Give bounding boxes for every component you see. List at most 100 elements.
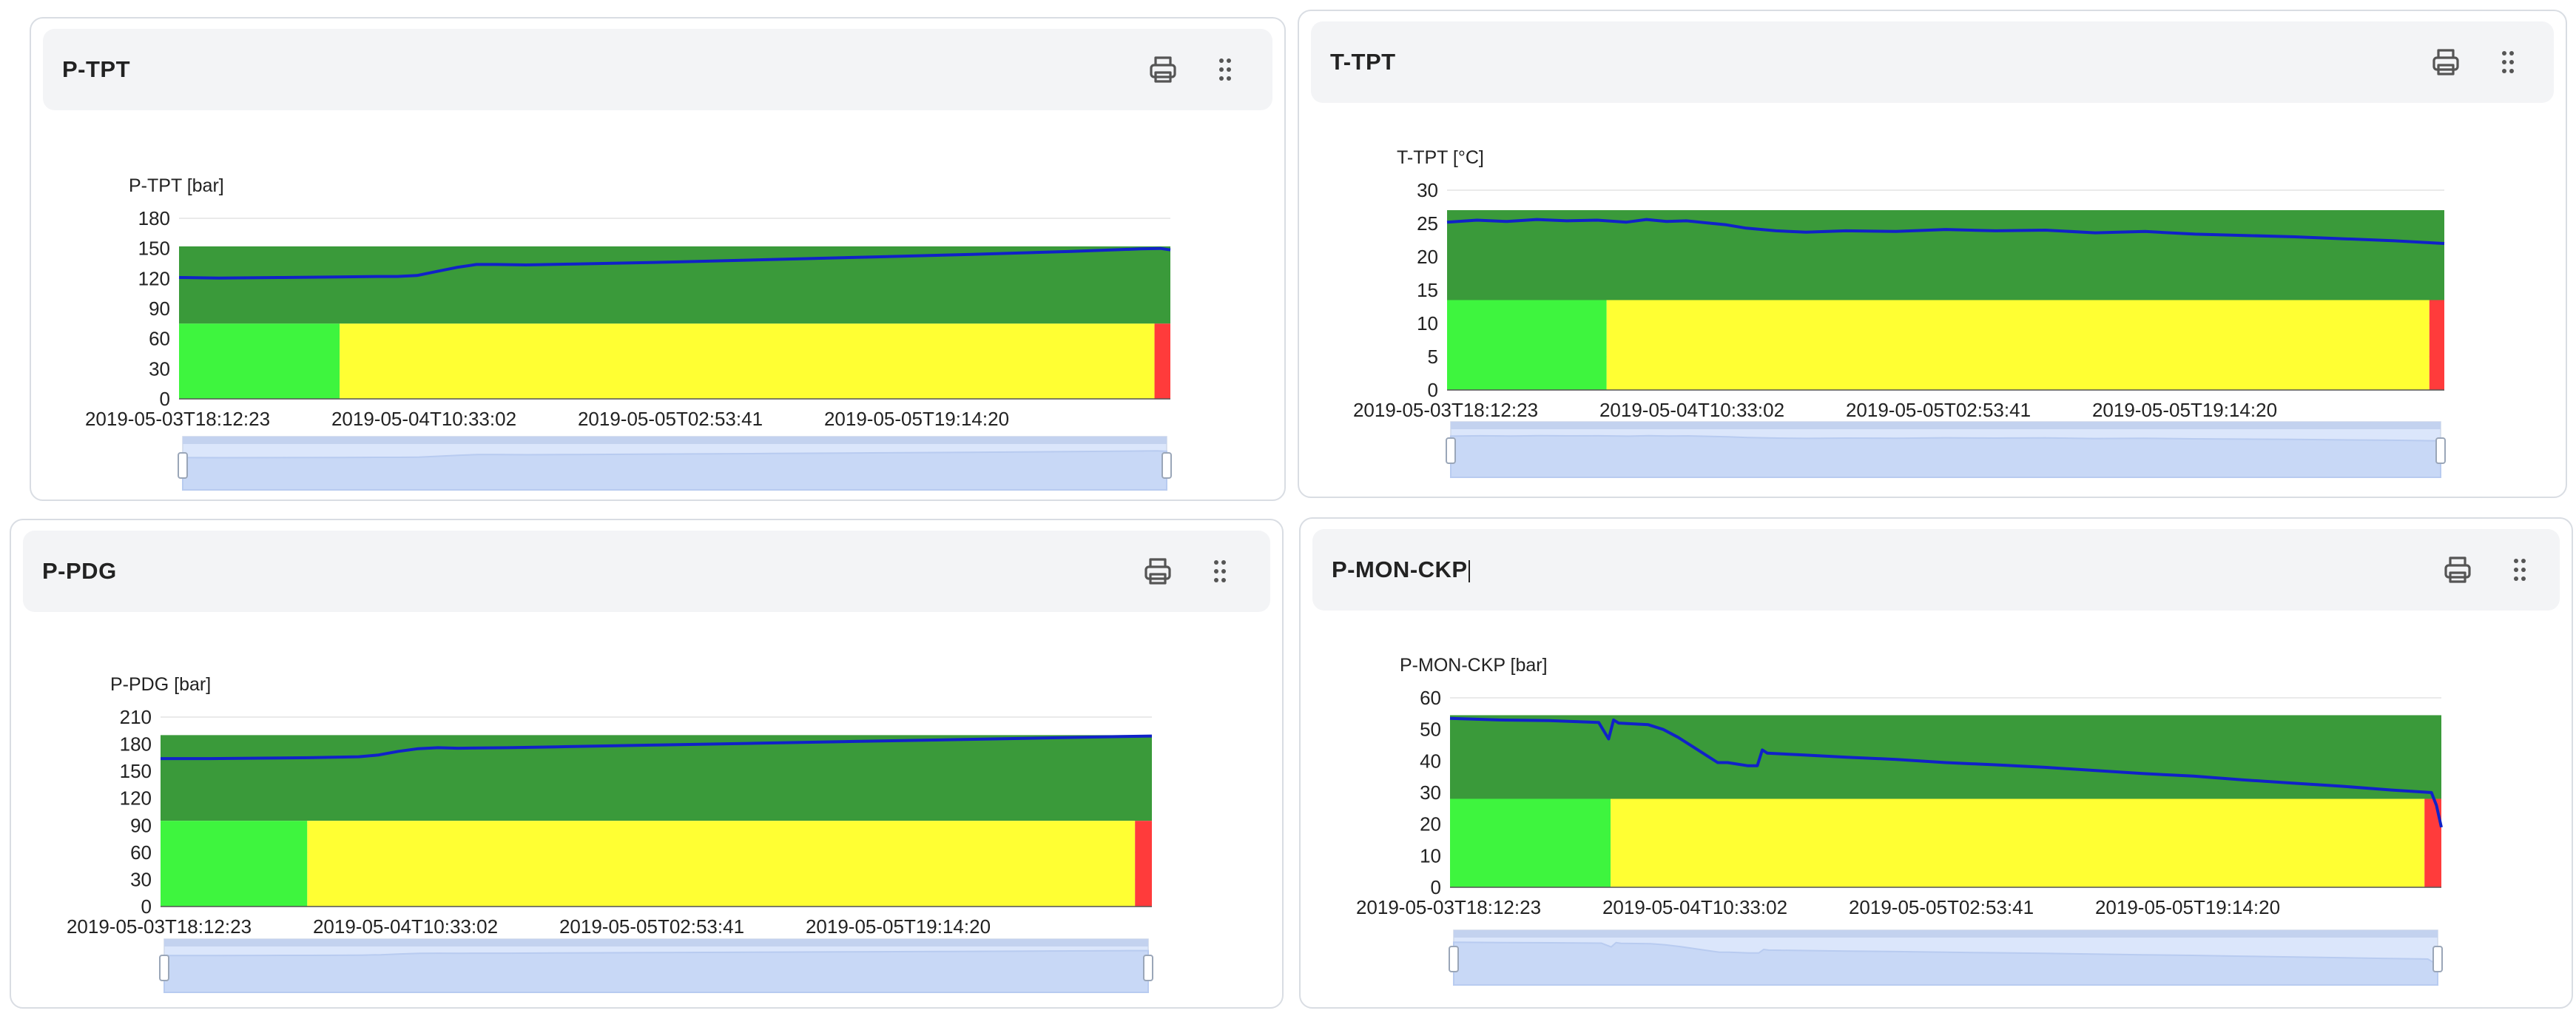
card-title: P-PDG xyxy=(42,558,117,584)
threshold-band-good-band xyxy=(179,246,1170,324)
x-tick-label: 2019-05-05T19:14:20 xyxy=(2092,399,2277,421)
line-chart: P-TPT [bar] 0 30 60 90 120 150 180 2019-05-03T18… xyxy=(85,175,1172,491)
x-tick-label: 2019-05-03T18:12:23 xyxy=(1356,896,1541,918)
drag-handle-icon[interactable] xyxy=(2502,552,2538,588)
y-tick-label: 0 xyxy=(1428,379,1438,401)
zoom-slider-top-bar xyxy=(164,939,1148,946)
printer-icon[interactable] xyxy=(1145,52,1181,87)
y-tick-label: 180 xyxy=(120,733,152,756)
zoom-slider-top-bar xyxy=(1451,422,2441,429)
y-tick-label: 10 xyxy=(1420,844,1441,867)
card-header: P-MON-CKP xyxy=(1312,529,2560,611)
y-tick-label: 5 xyxy=(1428,346,1438,368)
y-tick-label: 90 xyxy=(130,814,152,836)
printer-icon[interactable] xyxy=(2440,552,2475,588)
card-title-text: P-MON-CKP xyxy=(1332,556,1468,582)
card-header: P-TPT xyxy=(43,29,1272,110)
chart-card-t-tpt: T-TPT T-TPT [°C] 0 5 10 15 20 25 30 2019-05-03T1… xyxy=(1298,10,2567,498)
y-tick-label: 60 xyxy=(149,328,170,350)
zoom-handle-start[interactable] xyxy=(1449,946,1459,972)
y-tick-label: 30 xyxy=(149,357,170,380)
series-line xyxy=(1446,218,2445,245)
series-line xyxy=(1449,716,2443,828)
card-title: P-MON-CKP xyxy=(1332,529,1470,611)
x-tick-label: 2019-05-04T10:33:02 xyxy=(1602,896,1787,918)
zoom-slider-preview xyxy=(182,450,1167,491)
printer-icon[interactable] xyxy=(1140,554,1176,589)
threshold-band-warn-band xyxy=(1606,300,2430,390)
threshold-band-low-band xyxy=(161,821,308,907)
y-axis-label: T-TPT [°C] xyxy=(1397,147,1484,168)
card-title: T-TPT xyxy=(1330,49,1396,75)
x-tick-label: 2019-05-04T10:33:02 xyxy=(1599,399,1784,421)
threshold-band-low-band xyxy=(1447,300,1607,390)
y-tick-label: 150 xyxy=(120,760,152,782)
card-title: P-TPT xyxy=(62,56,131,82)
zoom-slider-preview xyxy=(1450,434,2441,478)
x-tick-label: 2019-05-05T02:53:41 xyxy=(1849,896,2034,918)
series-line xyxy=(178,246,1171,280)
y-tick-label: 180 xyxy=(138,207,170,229)
y-tick-label: 60 xyxy=(130,841,152,864)
printer-icon[interactable] xyxy=(2428,44,2464,80)
y-tick-label: 50 xyxy=(1420,719,1441,741)
zoom-handle-end[interactable] xyxy=(2435,437,2446,464)
y-tick-label: 120 xyxy=(120,787,152,810)
line-chart: T-TPT [°C] 0 5 10 15 20 25 30 2019-05-03T18:12:2… xyxy=(1353,147,2446,478)
zoom-handle-start[interactable] xyxy=(159,955,169,981)
x-tick-label: 2019-05-03T18:12:23 xyxy=(67,915,252,938)
threshold-band-warn-band xyxy=(340,323,1155,399)
y-tick-label: 30 xyxy=(130,868,152,890)
y-tick-label: 0 xyxy=(160,388,170,410)
threshold-band-good-band xyxy=(1450,715,2441,799)
drag-handle-icon[interactable] xyxy=(1202,554,1238,589)
card-header: P-PDG xyxy=(23,531,1270,612)
y-tick-label: 40 xyxy=(1420,750,1441,772)
chart-card-p-tpt: P-TPT P-TPT [bar] 0 30 60 90 120 150 180 2019-05… xyxy=(30,17,1286,501)
zoom-handle-end[interactable] xyxy=(2432,946,2443,972)
y-tick-label: 0 xyxy=(1431,876,1441,898)
y-tick-label: 15 xyxy=(1417,279,1438,301)
chart-card-p-mon-ckp: P-MON-CKP P-MON-CKP [bar] 0 10 20 30 40 50 60 20… xyxy=(1299,517,2573,1009)
drag-handle-icon[interactable] xyxy=(2490,44,2526,80)
line-chart: P-MON-CKP [bar] 0 10 20 30 40 50 60 2019-05-03T1… xyxy=(1356,655,2443,986)
y-tick-label: 10 xyxy=(1417,312,1438,334)
threshold-band-low-band xyxy=(1450,798,1611,887)
y-tick-label: 90 xyxy=(149,297,170,320)
zoom-slider-top-bar xyxy=(183,437,1167,444)
drag-handle-icon[interactable] xyxy=(1207,52,1243,87)
x-tick-label: 2019-05-05T02:53:41 xyxy=(578,408,763,430)
x-tick-label: 2019-05-04T10:33:02 xyxy=(331,408,516,430)
zoom-handle-end[interactable] xyxy=(1161,452,1172,479)
x-tick-label: 2019-05-05T19:14:20 xyxy=(806,915,991,938)
y-axis-label: P-MON-CKP [bar] xyxy=(1400,655,1548,676)
zoom-handle-start[interactable] xyxy=(178,452,188,479)
x-tick-label: 2019-05-05T19:14:20 xyxy=(2095,896,2280,918)
threshold-band-alarm-band xyxy=(2429,300,2444,390)
y-tick-label: 20 xyxy=(1420,813,1441,835)
x-tick-label: 2019-05-04T10:33:02 xyxy=(313,915,498,938)
y-tick-label: 60 xyxy=(1420,687,1441,709)
x-tick-label: 2019-05-05T02:53:41 xyxy=(1846,399,2031,421)
zoom-slider-preview xyxy=(163,949,1149,993)
zoom-handle-start[interactable] xyxy=(1446,437,1456,464)
zoom-slider-preview xyxy=(1453,941,2438,986)
y-axis-label: P-PDG [bar] xyxy=(110,674,211,695)
threshold-band-low-band xyxy=(179,323,340,399)
threshold-band-good-band xyxy=(161,735,1152,821)
y-tick-label: 0 xyxy=(141,895,152,918)
chart-card-p-pdg: P-PDG P-PDG [bar] 0 30 60 90 120 150 180 210 2019… xyxy=(10,519,1284,1009)
x-tick-label: 2019-05-03T18:12:23 xyxy=(85,408,270,430)
zoom-slider-top-bar xyxy=(1454,930,2438,938)
threshold-band-alarm-band xyxy=(1135,821,1152,907)
x-tick-label: 2019-05-05T19:14:20 xyxy=(824,408,1009,430)
zoom-handle-end[interactable] xyxy=(1143,955,1153,981)
text-cursor xyxy=(1468,559,1470,582)
y-axis-label: P-TPT [bar] xyxy=(129,175,224,196)
threshold-band-warn-band xyxy=(1611,798,2425,887)
y-tick-label: 20 xyxy=(1417,246,1438,268)
threshold-band-warn-band xyxy=(307,821,1136,907)
y-tick-label: 210 xyxy=(120,706,152,728)
threshold-band-good-band xyxy=(1447,210,2444,300)
x-tick-label: 2019-05-03T18:12:23 xyxy=(1353,399,1538,421)
